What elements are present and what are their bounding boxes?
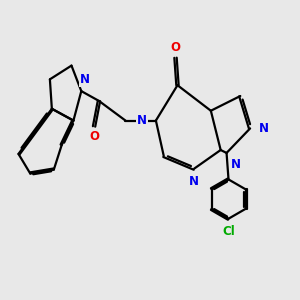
Text: O: O <box>170 41 181 54</box>
Text: N: N <box>189 175 199 188</box>
Text: N: N <box>259 122 269 135</box>
Text: N: N <box>231 158 242 171</box>
Text: Cl: Cl <box>222 225 235 238</box>
Text: O: O <box>89 130 99 143</box>
Text: N: N <box>80 73 90 86</box>
Text: N: N <box>137 114 147 127</box>
